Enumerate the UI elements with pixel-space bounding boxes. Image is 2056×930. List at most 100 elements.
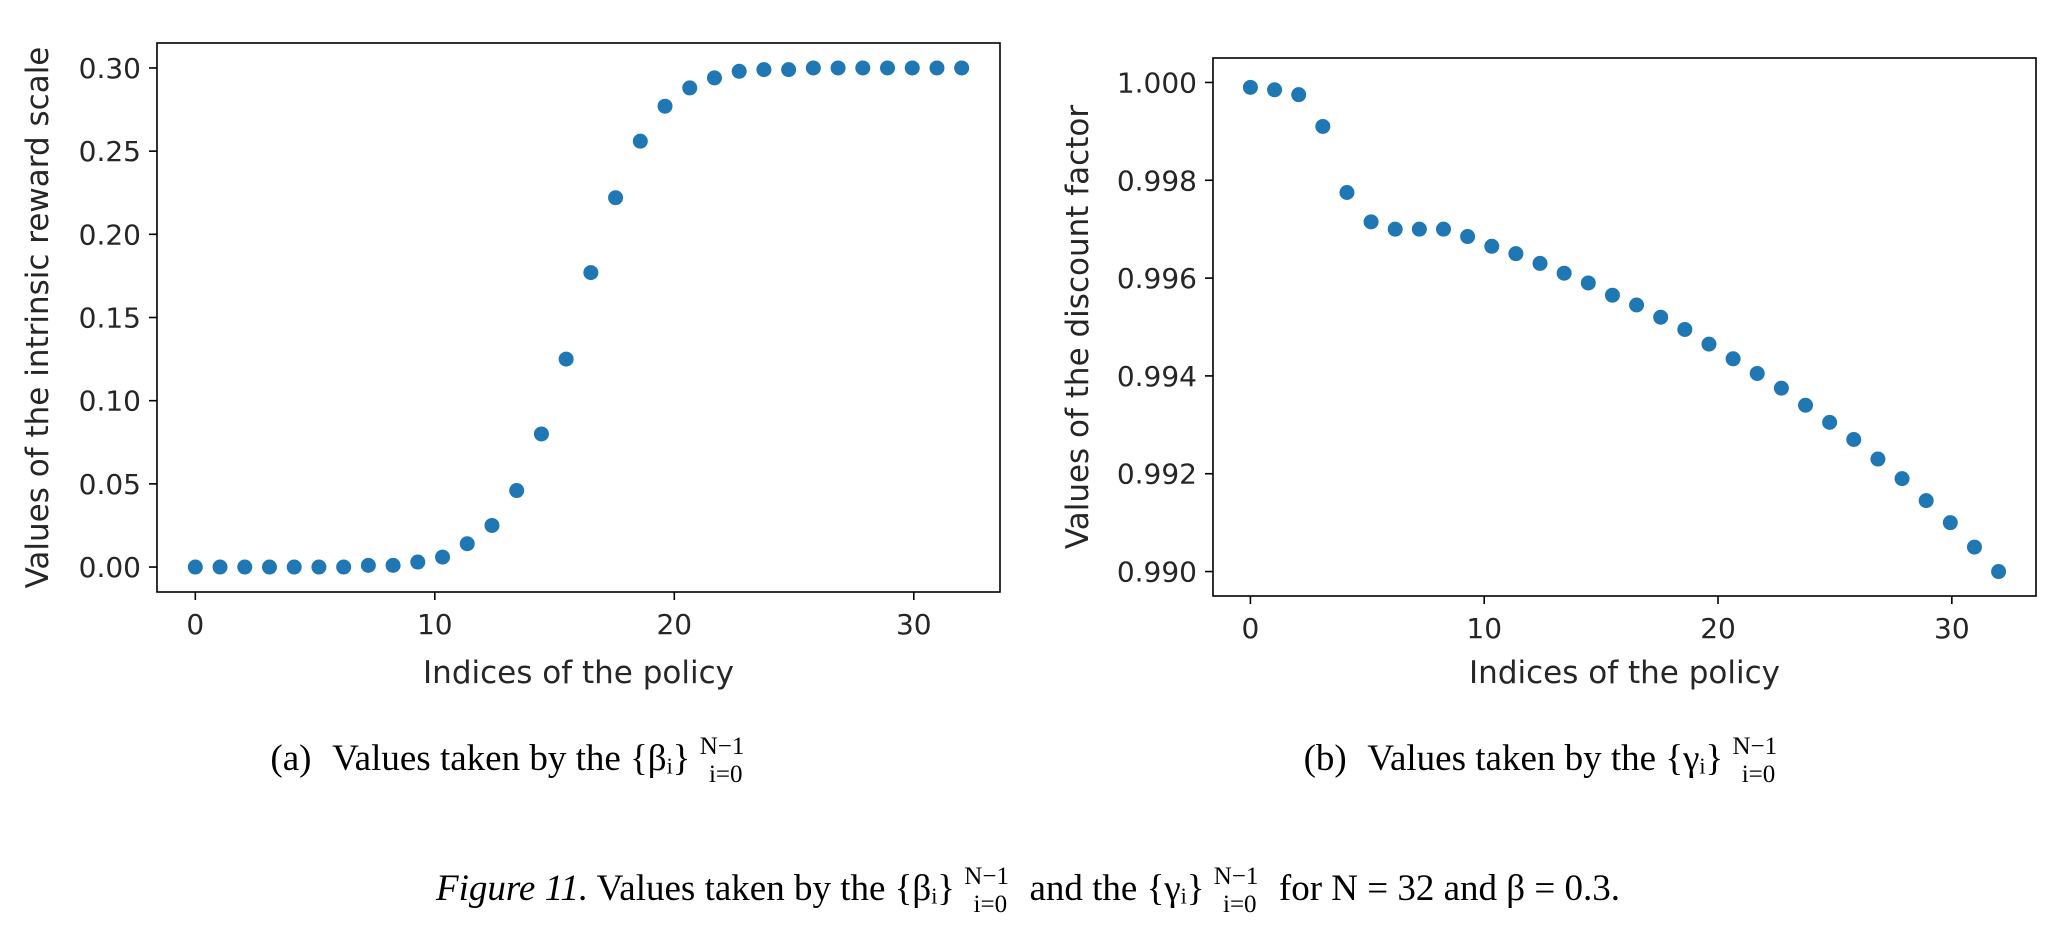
pb-data-point	[1725, 351, 1741, 367]
pa-y-tick-label: 0.10	[79, 385, 141, 418]
pa-data-point	[286, 559, 302, 575]
pb-data-point	[1966, 539, 1982, 555]
panel-b-x-axis-label: Indices of the policy	[1469, 655, 1780, 691]
pb-data-point	[1991, 564, 2007, 580]
pa-data-point	[484, 517, 500, 533]
pa-data-point	[509, 483, 525, 499]
pa-data-point	[731, 63, 747, 79]
pb-y-tick-label: 0.992	[1117, 458, 1197, 491]
pb-y-tick-label: 0.990	[1117, 556, 1197, 589]
pa-data-point	[558, 351, 574, 367]
panel-a-ticks: 0 10 20 30 0.00 0.05 0.10 0.15 0.20 0.25 0.30	[79, 52, 932, 641]
pb-data-point	[1580, 275, 1596, 291]
panel-a-points	[187, 60, 970, 575]
pb-data-point	[1749, 365, 1765, 381]
pb-data-point	[1894, 471, 1910, 487]
pb-data-point	[1508, 246, 1524, 262]
figure-caption-sub-1: i=0	[974, 891, 1008, 918]
pa-x-tick-label: 30	[896, 608, 932, 641]
pa-data-point	[830, 60, 846, 76]
pa-y-tick-label: 0.25	[79, 135, 141, 168]
panel-b-caption-sub: i=0	[1742, 761, 1776, 788]
pa-y-tick-label: 0.05	[79, 468, 141, 501]
pa-y-tick-label: 0.00	[79, 551, 141, 584]
pb-data-point	[1291, 87, 1307, 103]
pa-x-tick-label: 20	[656, 608, 692, 641]
panel-b-caption-prefix: (b)	[1304, 738, 1347, 779]
pa-y-tick-label: 0.15	[79, 302, 141, 335]
pa-y-tick-label: 0.30	[79, 52, 141, 85]
pb-y-tick-label: 1.000	[1117, 66, 1197, 99]
figure-caption-sub-2: i=0	[1223, 891, 1257, 918]
pa-data-point	[261, 559, 277, 575]
pb-data-point	[1484, 238, 1500, 254]
pa-data-point	[385, 557, 401, 573]
pa-data-point	[657, 98, 673, 114]
pa-data-point	[929, 60, 945, 76]
pa-data-point	[212, 559, 228, 575]
panel-b-caption: (b) Values taken by the {γᵢ} N−1 i=0	[1304, 722, 1787, 788]
panel-b-discount-factor: 0 10 20 30 0.990 0.992 0.994 0.996 0.998 1.000 In…	[1060, 57, 2037, 788]
pa-data-point	[904, 60, 920, 76]
pa-data-point	[311, 559, 327, 575]
pa-data-point	[459, 536, 475, 552]
panel-a-caption-sup: N−1	[700, 733, 745, 760]
pa-data-point	[360, 557, 376, 573]
pb-data-point	[1387, 221, 1403, 237]
pb-data-point	[1629, 297, 1645, 313]
panel-a-caption-text: Values taken by the {βᵢ}	[332, 738, 690, 779]
pb-data-point	[1339, 185, 1355, 200]
pb-data-point	[1363, 214, 1379, 230]
panel-a-caption: (a) Values taken by the {βᵢ} N−1 i=0	[270, 722, 753, 788]
panel-b-caption-text: Values taken by the {γᵢ}	[1367, 738, 1723, 779]
pb-data-point	[1677, 321, 1693, 337]
panel-a-x-axis-label: Indices of the policy	[423, 655, 734, 691]
pb-data-point	[1846, 431, 1862, 447]
pb-y-tick-label: 0.998	[1117, 164, 1197, 197]
pa-data-point	[682, 80, 698, 96]
pa-data-point	[237, 559, 253, 575]
panel-b-y-axis-label: Values of the discount factor	[1060, 105, 1096, 549]
figure-caption-sup-1: N−1	[964, 863, 1009, 890]
pa-data-point	[435, 549, 451, 565]
pa-data-point	[608, 190, 624, 206]
pb-data-point	[1773, 380, 1789, 396]
figure-caption-tail: for N = 32 and β = 0.3.	[1279, 868, 1620, 909]
pb-data-point	[1870, 451, 1886, 467]
pb-data-point	[1701, 336, 1717, 352]
pa-data-point	[410, 554, 426, 570]
pa-data-point	[781, 62, 797, 78]
panel-a-y-axis-label: Values of the intrinsic reward scale	[20, 47, 56, 589]
pa-data-point	[805, 60, 821, 76]
pb-data-point	[1653, 309, 1669, 325]
pb-x-tick-label: 30	[1934, 612, 1970, 645]
pb-x-tick-label: 20	[1700, 612, 1736, 645]
pb-data-point	[1267, 82, 1283, 98]
pa-data-point	[954, 60, 970, 76]
pb-data-point	[1798, 397, 1814, 413]
figure-caption: Figure 11. Values taken by the {βᵢ} N−1 …	[435, 852, 1620, 921]
pb-data-point	[1532, 255, 1548, 271]
panel-b-caption-sup: N−1	[1732, 733, 1777, 760]
pb-data-point	[1460, 229, 1476, 245]
pa-data-point	[187, 559, 203, 575]
pb-y-tick-label: 0.996	[1117, 262, 1197, 295]
pa-data-point	[880, 60, 896, 76]
panel-a-caption-prefix: (a)	[270, 738, 311, 779]
figure-caption-label: Figure 11.	[435, 868, 588, 909]
pb-data-point	[1435, 221, 1451, 237]
pb-data-point	[1604, 287, 1620, 303]
pb-data-point	[1556, 265, 1572, 281]
pa-x-tick-label: 0	[186, 608, 204, 641]
pa-data-point	[533, 426, 549, 442]
panel-a-plot-frame	[156, 42, 1001, 593]
pb-data-point	[1918, 493, 1934, 509]
panel-b-points	[1242, 79, 2007, 580]
figure-caption-text: Values taken by the {βᵢ}	[597, 868, 955, 909]
pb-x-tick-label: 0	[1241, 612, 1259, 645]
pb-data-point	[1315, 118, 1331, 134]
panel-a-caption-sub: i=0	[709, 761, 743, 788]
figure-caption-sup-2: N−1	[1214, 863, 1259, 890]
pa-data-point	[336, 559, 352, 575]
pb-data-point	[1942, 515, 1958, 531]
